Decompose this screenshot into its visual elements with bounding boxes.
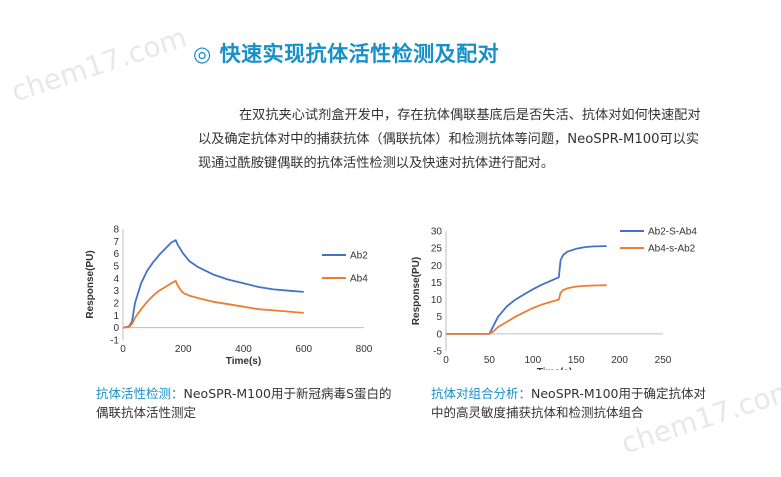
- y-tick-label: 0: [113, 323, 119, 334]
- y-tick-label: -1: [110, 336, 119, 347]
- series-line-ab4: [122, 279, 304, 329]
- y-axis-title: Response(PU): [411, 257, 422, 325]
- y-tick-label: -5: [433, 347, 442, 358]
- y-tick-label: 8: [113, 225, 119, 236]
- watermark: chem17.com: [7, 20, 191, 109]
- y-tick-label: 2: [113, 299, 119, 310]
- y-tick-label: 5: [113, 262, 119, 273]
- legend-label: Ab2: [350, 251, 368, 262]
- x-axis-title: Time(s): [537, 367, 572, 370]
- page-title: ◎ 快速实现抗体活性检测及配对: [193, 38, 499, 68]
- left-caption-highlight: 抗体活性检测：: [96, 386, 184, 401]
- y-tick-label: 6: [113, 249, 119, 260]
- y-tick-label: 5: [436, 312, 442, 323]
- x-tick-label: 50: [484, 355, 496, 366]
- x-tick-label: 600: [295, 344, 312, 355]
- x-axis-title: Time(s): [226, 356, 261, 367]
- y-tick-label: 0: [436, 329, 442, 340]
- legend-label: Ab4-s-Ab2: [648, 244, 696, 255]
- x-tick-label: 200: [175, 344, 192, 355]
- legend-label: Ab2-S-Ab4: [648, 227, 697, 238]
- right-caption-text: NeoSPR-M100用于确定抗体对中的高灵敏度捕获抗体和检测抗体组合: [431, 386, 707, 420]
- y-tick-label: 3: [113, 286, 119, 297]
- right-caption-highlight: 抗体对组合分析：: [431, 386, 532, 401]
- x-tick-label: 0: [120, 344, 126, 355]
- y-tick-label: 10: [431, 295, 443, 306]
- y-tick-label: 30: [431, 227, 443, 238]
- x-tick-label: 400: [235, 344, 252, 355]
- series-line-ab4-s-ab2: [446, 284, 607, 335]
- y-axis-title: Response(PU): [85, 250, 96, 318]
- x-tick-label: 0: [443, 355, 449, 366]
- left-caption: 抗体活性检测：NeoSPR-M100用于新冠病毒S蛋白的偶联抗体活性测定: [96, 384, 396, 422]
- y-tick-label: 4: [113, 274, 119, 285]
- intro-paragraph: 在双抗夹心试剂盒开发中，存在抗体偶联基底后是否失活、抗体对如何快速配对以及确定抗…: [198, 104, 708, 176]
- pairing-chart: -5051015202530050100150200250Time(s)Resp…: [411, 227, 697, 371]
- page-title-text: 快速实现抗体活性检测及配对: [219, 42, 500, 66]
- y-tick-label: 7: [113, 237, 119, 248]
- series-line-ab2: [122, 239, 304, 329]
- x-tick-label: 150: [568, 355, 585, 366]
- y-tick-label: 20: [431, 261, 443, 272]
- x-tick-label: 200: [611, 355, 628, 366]
- legend-label: Ab4: [350, 274, 368, 285]
- x-tick-label: 800: [356, 344, 373, 355]
- x-tick-label: 100: [524, 355, 541, 366]
- y-tick-label: 15: [431, 278, 443, 289]
- y-tick-label: 1: [113, 311, 119, 322]
- intro-text: 在双抗夹心试剂盒开发中，存在抗体偶联基底后是否失活、抗体对如何快速配对以及确定抗…: [198, 108, 701, 171]
- circle-target-icon: ◎: [193, 42, 212, 66]
- left-caption-text: NeoSPR-M100用于新冠病毒S蛋白的偶联抗体活性测定: [96, 386, 392, 420]
- x-tick-label: 250: [655, 355, 672, 366]
- y-tick-label: 25: [431, 244, 443, 255]
- right-caption: 抗体对组合分析：NeoSPR-M100用于确定抗体对中的高灵敏度捕获抗体和检测抗…: [431, 384, 707, 422]
- series-line-ab2-s-ab4: [446, 245, 607, 335]
